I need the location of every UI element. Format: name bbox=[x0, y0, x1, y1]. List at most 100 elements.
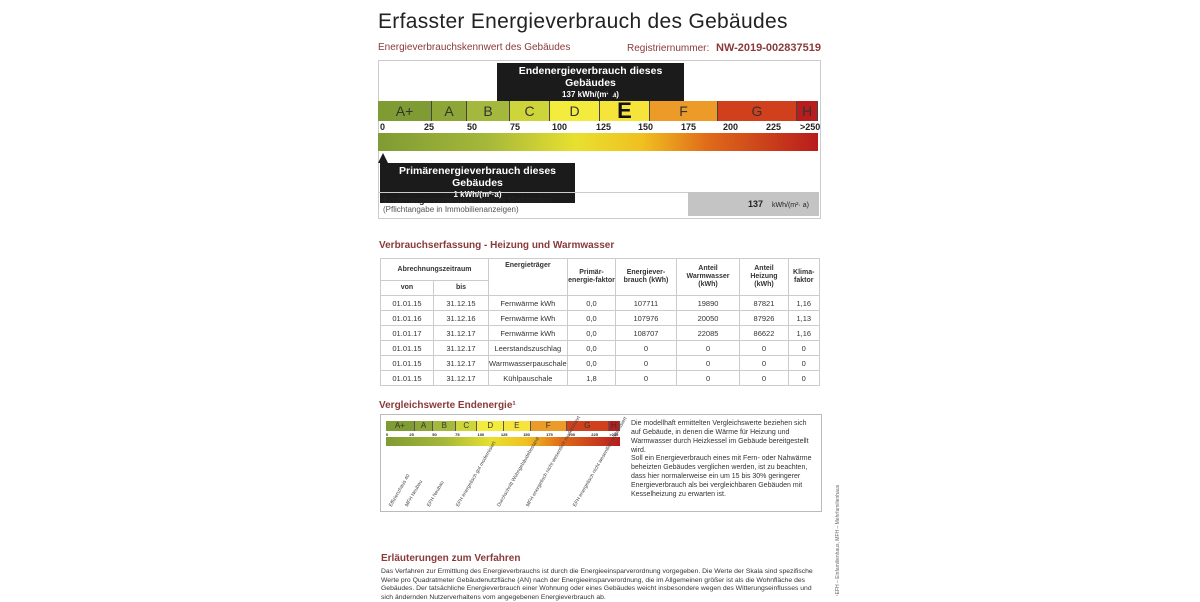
energy-class-H: H bbox=[797, 101, 818, 121]
energy-class-G: G bbox=[718, 101, 797, 121]
energy-class-C: C bbox=[510, 101, 550, 121]
table-cell: 31.12.17 bbox=[433, 370, 489, 386]
table-cell: 0 bbox=[787, 355, 821, 371]
scale-tick: 150 bbox=[638, 122, 654, 132]
energy-class-C: C bbox=[456, 421, 478, 431]
table-cell: 0,0 bbox=[566, 295, 617, 311]
header-consumption: Energiever-brauch (kWh) bbox=[615, 258, 677, 296]
comparison-tick: >250 bbox=[609, 432, 619, 437]
comparison-class-scale: A+ A B C D E F G H bbox=[386, 421, 620, 431]
table-cell: 0,0 bbox=[566, 355, 617, 371]
scale-tick: 75 bbox=[510, 122, 521, 132]
header-primary: Primär-energie-faktor bbox=[566, 258, 617, 296]
scale-tick: 200 bbox=[723, 122, 739, 132]
energy-class-A-plus: A+ bbox=[378, 101, 432, 121]
scale-tick: 50 bbox=[467, 122, 478, 132]
header-climate: Klima-faktor bbox=[787, 258, 821, 296]
energy-class-scale: A+ A B C D E F G H bbox=[378, 100, 818, 122]
table-row: 01.01.16 31.12.16 Fernwärme kWh 0,0 107976 20… bbox=[380, 310, 821, 326]
energy-class-A-plus: A+ bbox=[386, 421, 415, 431]
table-row: 01.01.15 31.12.17 Leerstandszuschlag 0,0 0 0 0… bbox=[380, 340, 821, 356]
table-cell: Leerstandszuschlag bbox=[488, 340, 568, 356]
footnote: ¹EFH – Einfamilienhaus, MFH – Mehrfamili… bbox=[835, 484, 841, 596]
table-cell: 0 bbox=[739, 355, 789, 371]
summary-value: 137 bbox=[748, 199, 764, 209]
energy-class-F: F bbox=[530, 421, 567, 431]
summary-note: (Pflichtangabe in Immobilienanzeigen) bbox=[383, 205, 519, 214]
comparison-box bbox=[380, 414, 822, 512]
table-cell: 0 bbox=[787, 340, 821, 356]
table-cell: 01.01.15 bbox=[380, 355, 434, 371]
energy-class-A: A bbox=[432, 101, 467, 121]
header-heating: Anteil Heizung (kWh) bbox=[739, 258, 789, 296]
table-cell: 0,0 bbox=[566, 325, 617, 341]
header-hot-water: Anteil Warmwasser (kWh) bbox=[675, 258, 741, 296]
table-cell: 20050 bbox=[675, 310, 741, 326]
table-cell: 19890 bbox=[675, 295, 741, 311]
table-cell: 0 bbox=[787, 370, 821, 386]
table-cell: 107711 bbox=[615, 295, 677, 311]
comparison-text-1: Die modellhaft ermittelten Vergleichswer… bbox=[631, 420, 809, 454]
table-cell: 01.01.15 bbox=[380, 340, 434, 356]
consumption-heading: Verbrauchserfassung - Heizung und Warmwa… bbox=[379, 240, 615, 251]
comparison-tick: 225 bbox=[591, 432, 598, 437]
table-row: 01.01.15 31.12.15 Fernwärme kWh 0,0 107711 19… bbox=[380, 295, 821, 311]
table-cell: 31.12.16 bbox=[433, 310, 489, 326]
header-carrier: Energieträger bbox=[488, 258, 568, 296]
table-cell: 01.01.16 bbox=[380, 310, 434, 326]
header-period: Abrechnungszeitraum bbox=[380, 258, 489, 281]
callout-value: 1 kWh/(m²·a) bbox=[453, 190, 502, 199]
page-title: Erfasster Energieverbrauch des Gebäudes bbox=[378, 10, 788, 33]
table-row: 01.01.15 31.12.17 Kühlpauschale 1,8 0 0 0 0 bbox=[380, 370, 821, 386]
energy-class-B: B bbox=[433, 421, 457, 431]
scale-tick: 175 bbox=[681, 122, 697, 132]
table-cell: Fernwärme kWh bbox=[488, 325, 568, 341]
energy-gradient-bar bbox=[378, 133, 818, 151]
summary-label-cell: Endenergieverbrauch dieses Gebäudes (Pfl… bbox=[379, 192, 688, 217]
energy-class-D: D bbox=[477, 421, 505, 431]
table-row: 01.01.15 31.12.17 Warmwasserpauschale 0,0 0 0… bbox=[380, 355, 821, 371]
comparison-tick: 50 bbox=[432, 432, 437, 437]
table-row: 01.01.17 31.12.17 Fernwärme kWh 0,0 108707 22… bbox=[380, 325, 821, 341]
registration-label: Registriernummer: bbox=[627, 43, 710, 54]
comparison-tick: 25 bbox=[409, 432, 414, 437]
header-from: von bbox=[380, 280, 434, 296]
comparison-tick: 150 bbox=[523, 432, 530, 437]
callout-value: 137 kWh/(m²·a) bbox=[562, 90, 619, 99]
header-to: bis bbox=[433, 280, 489, 296]
primary-energy-pointer bbox=[378, 153, 388, 163]
energy-class-D: D bbox=[550, 101, 600, 121]
table-cell: 108707 bbox=[615, 325, 677, 341]
table-cell: 0,0 bbox=[566, 340, 617, 356]
scale-tick: 100 bbox=[552, 122, 568, 132]
explanation-heading: Erläuterungen zum Verfahren bbox=[381, 553, 521, 564]
scale-tick: 225 bbox=[766, 122, 782, 132]
table-cell: 01.01.15 bbox=[380, 370, 434, 386]
scale-tick: 25 bbox=[424, 122, 435, 132]
callout-title: Endenergieverbrauch dieses Gebäudes bbox=[518, 65, 663, 89]
table-cell: 0 bbox=[675, 355, 741, 371]
energy-class-A: A bbox=[414, 421, 434, 431]
table-cell: 0 bbox=[615, 355, 677, 371]
table-cell: Kühlpauschale bbox=[488, 370, 568, 386]
table-cell: Warmwasserpauschale bbox=[488, 355, 568, 371]
comparison-tick: 75 bbox=[455, 432, 460, 437]
registration-number: NW-2019-002837519 bbox=[716, 42, 821, 54]
energy-class-E: E bbox=[504, 421, 531, 431]
table-cell: Fernwärme kWh bbox=[488, 310, 568, 326]
comparison-text-2: Soll ein Energieverbrauch eines mit Fern… bbox=[631, 455, 812, 498]
end-energy-callout: Endenergieverbrauch dieses Gebäudes 137 k… bbox=[497, 63, 684, 103]
table-cell: 31.12.17 bbox=[433, 340, 489, 356]
table-cell: Fernwärme kWh bbox=[488, 295, 568, 311]
scale-tick: 0 bbox=[380, 122, 386, 132]
energy-class-H: H bbox=[608, 421, 620, 431]
consumption-table: Abrechnungszeitraum Energieträger Primär-e… bbox=[380, 258, 821, 386]
comparison-heading: Vergleichswerte Endenergie¹ bbox=[379, 400, 516, 411]
energy-class-E: E bbox=[600, 100, 650, 122]
table-cell: 0 bbox=[675, 370, 741, 386]
comparison-tick: 175 bbox=[546, 432, 553, 437]
summary-label: Endenergieverbrauch dieses Gebäudes bbox=[383, 195, 553, 205]
table-cell: 01.01.15 bbox=[380, 295, 434, 311]
end-energy-pointer bbox=[606, 89, 616, 100]
registration: Registriernummer: NW-2019-002837519 bbox=[627, 42, 821, 54]
